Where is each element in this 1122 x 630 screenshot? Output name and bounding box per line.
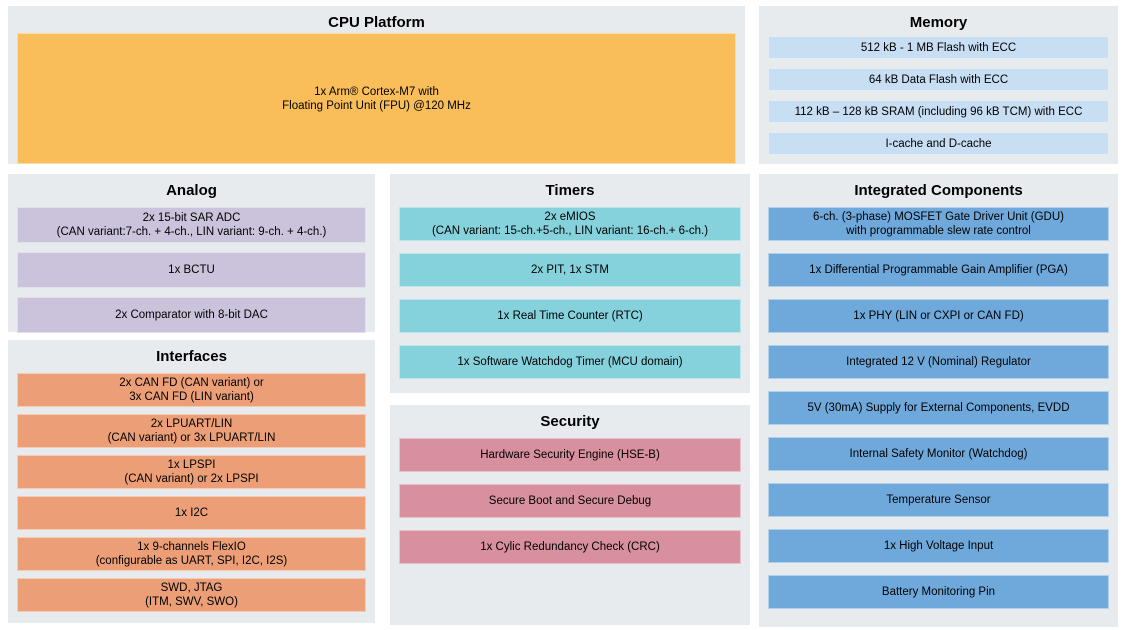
section-title-memory: Memory: [909, 14, 968, 31]
section-title-analog: Analog: [166, 182, 217, 199]
section-timers: Timers 2x eMIOS (CAN variant: 15-ch.+5-ch…: [390, 174, 750, 393]
integrated-components-block-line: 5V (30mA) Supply for External Components…: [807, 402, 1070, 414]
analog-block: 1x BCTU: [17, 252, 366, 288]
section-title-integrated-components: Integrated Components: [854, 182, 1023, 199]
security-block: 1x Cylic Redundancy Check (CRC): [399, 530, 741, 564]
memory-block: 512 kB - 1 MB Flash with ECC: [768, 36, 1109, 59]
timers-blocks: 2x eMIOS (CAN variant: 15-ch.+5-ch., LIN …: [390, 207, 750, 379]
section-cpu-platform: CPU Platform 1x Arm® Cortex-M7 with Float…: [8, 6, 745, 164]
timers-block-line: (CAN variant: 15-ch.+5-ch., LIN variant:…: [431, 225, 709, 237]
integrated-components-block: Internal Safety Monitor (Watchdog): [768, 437, 1109, 471]
timers-block: 1x Software Watchdog Timer (MCU domain): [399, 345, 741, 379]
integrated-components-block-line: 1x Differential Programmable Gain Amplif…: [809, 264, 1068, 276]
security-block-line: 1x Cylic Redundancy Check (CRC): [480, 541, 660, 553]
integrated-components-block: Integrated 12 V (Nominal) Regulator: [768, 345, 1109, 379]
security-block-line: Hardware Security Engine (HSE-B): [480, 449, 660, 461]
interfaces-block: 1x I2C: [17, 496, 366, 530]
integrated-components-block-line: Battery Monitoring Pin: [881, 586, 996, 598]
integrated-components-block: Temperature Sensor: [768, 483, 1109, 517]
interfaces-blocks: 2x CAN FD (CAN variant) or 3x CAN FD (LIN…: [8, 373, 375, 612]
interfaces-block-line: 3x CAN FD (LIN variant): [129, 391, 254, 403]
integrated-components-block-line: 6-ch. (3-phase) MOSFET Gate Driver Unit …: [813, 211, 1064, 223]
interfaces-block: 1x LPSPI (CAN variant) or 2x LPSPI: [17, 455, 366, 489]
section-title-timers: Timers: [545, 182, 595, 199]
integrated-components-blocks: 6-ch. (3-phase) MOSFET Gate Driver Unit …: [759, 207, 1118, 609]
integrated-components-block-line: with programmable slew rate control: [846, 225, 1031, 237]
analog-block: 2x Comparator with 8-bit DAC: [17, 297, 366, 333]
interfaces-block: 2x LPUART/LIN (CAN variant) or 3x LPUART/…: [17, 414, 366, 448]
memory-block-line: 112 kB – 128 kB SRAM (including 96 kB TC…: [794, 105, 1083, 118]
timers-block-line: 1x Real Time Counter (RTC): [497, 310, 643, 322]
timers-block-line: 1x Software Watchdog Timer (MCU domain): [457, 356, 683, 368]
memory-block: 64 kB Data Flash with ECC: [768, 68, 1109, 91]
memory-block-line: 64 kB Data Flash with ECC: [868, 73, 1009, 86]
integrated-components-block: 6-ch. (3-phase) MOSFET Gate Driver Unit …: [768, 207, 1109, 241]
security-block: Hardware Security Engine (HSE-B): [399, 438, 741, 472]
timers-block-line: 2x PIT, 1x STM: [531, 264, 609, 276]
interfaces-block-line: SWD, JTAG: [160, 582, 223, 594]
cpu-platform-block: 1x Arm® Cortex-M7 with Floating Point Uni…: [17, 33, 736, 164]
security-block: Secure Boot and Secure Debug: [399, 484, 741, 518]
timers-block-line: 2x eMIOS: [544, 211, 596, 223]
section-security: Security Hardware Security Engine (HSE-B…: [390, 405, 750, 625]
integrated-components-block-line: Temperature Sensor: [886, 494, 991, 506]
interfaces-block-line: 1x 9-channels FlexIO: [137, 541, 246, 553]
interfaces-block-line: 1x LPSPI: [167, 459, 216, 471]
analog-blocks: 2x 15-bit SAR ADC (CAN variant:7-ch. + 4-…: [8, 207, 375, 333]
analog-block-line: 2x 15-bit SAR ADC: [142, 212, 241, 224]
interfaces-block-line: 2x CAN FD (CAN variant) or: [119, 377, 264, 389]
cpu-platform-blocks: 1x Arm® Cortex-M7 with Floating Point Uni…: [8, 33, 745, 164]
section-interfaces: Interfaces 2x CAN FD (CAN variant) or 3x …: [8, 340, 375, 623]
memory-block-line: 512 kB - 1 MB Flash with ECC: [860, 41, 1017, 54]
interfaces-block: SWD, JTAG (ITM, SWV, SWO): [17, 578, 366, 612]
security-blocks: Hardware Security Engine (HSE-B) Secure B…: [390, 438, 750, 564]
integrated-components-block-line: 1x PHY (LIN or CXPI or CAN FD): [853, 310, 1024, 322]
memory-blocks: 512 kB - 1 MB Flash with ECC 64 kB Data F…: [759, 36, 1118, 155]
interfaces-block-line: 1x I2C: [174, 507, 209, 519]
integrated-components-block-line: 1x High Voltage Input: [883, 540, 994, 552]
analog-block-line: 1x BCTU: [168, 264, 215, 276]
security-block-line: Secure Boot and Secure Debug: [488, 495, 652, 507]
integrated-components-block: 5V (30mA) Supply for External Components…: [768, 391, 1109, 425]
section-memory: Memory 512 kB - 1 MB Flash with ECC 64 kB…: [759, 6, 1118, 164]
memory-block: I-cache and D-cache: [768, 132, 1109, 155]
interfaces-block: 2x CAN FD (CAN variant) or 3x CAN FD (LIN…: [17, 373, 366, 407]
integrated-components-block: 1x High Voltage Input: [768, 529, 1109, 563]
timers-block: 2x PIT, 1x STM: [399, 253, 741, 287]
interfaces-block-line: (configurable as UART, SPI, I2C, I2S): [95, 555, 288, 567]
interfaces-block-line: (ITM, SWV, SWO): [145, 596, 238, 608]
interfaces-block-line: (CAN variant) or 2x LPSPI: [124, 473, 259, 485]
integrated-components-block: 1x Differential Programmable Gain Amplif…: [768, 253, 1109, 287]
interfaces-block: 1x 9-channels FlexIO (configurable as UAR…: [17, 537, 366, 571]
integrated-components-block-line: Internal Safety Monitor (Watchdog): [849, 448, 1028, 460]
integrated-components-block-line: Integrated 12 V (Nominal) Regulator: [846, 356, 1031, 368]
cpu-platform-block-line: 1x Arm® Cortex-M7 with: [314, 85, 439, 98]
interfaces-block-line: (CAN variant) or 3x LPUART/LIN: [107, 432, 276, 444]
section-title-cpu-platform: CPU Platform: [328, 14, 425, 31]
memory-block-line: I-cache and D-cache: [885, 137, 992, 150]
section-title-interfaces: Interfaces: [156, 348, 227, 365]
analog-block: 2x 15-bit SAR ADC (CAN variant:7-ch. + 4-…: [17, 207, 366, 243]
analog-block-line: 2x Comparator with 8-bit DAC: [115, 309, 268, 321]
timers-block: 1x Real Time Counter (RTC): [399, 299, 741, 333]
integrated-components-block: 1x PHY (LIN or CXPI or CAN FD): [768, 299, 1109, 333]
cpu-platform-block-line: Floating Point Unit (FPU) @120 MHz: [282, 99, 471, 112]
integrated-components-block: Battery Monitoring Pin: [768, 575, 1109, 609]
interfaces-block-line: 2x LPUART/LIN: [150, 418, 233, 430]
section-analog: Analog 2x 15-bit SAR ADC (CAN variant:7-c…: [8, 174, 375, 333]
analog-block-line: (CAN variant:7-ch. + 4-ch., LIN variant:…: [56, 226, 327, 238]
section-title-security: Security: [540, 413, 600, 430]
timers-block: 2x eMIOS (CAN variant: 15-ch.+5-ch., LIN …: [399, 207, 741, 241]
section-integrated-components: Integrated Components 6-ch. (3-phase) MO…: [759, 174, 1118, 627]
memory-block: 112 kB – 128 kB SRAM (including 96 kB TC…: [768, 100, 1109, 123]
